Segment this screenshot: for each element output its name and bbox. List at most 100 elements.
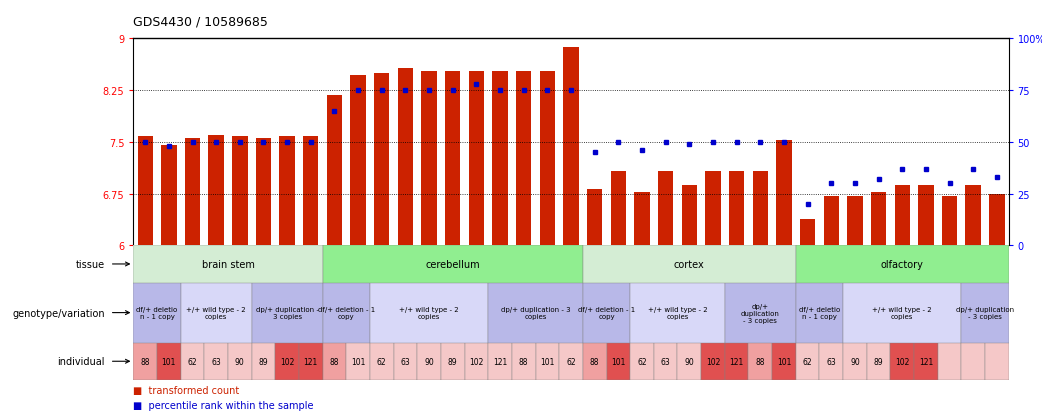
Text: 102: 102 — [705, 357, 720, 366]
Text: 101: 101 — [612, 357, 625, 366]
Bar — [303, 137, 319, 246]
Bar — [843, 343, 867, 380]
Bar — [469, 72, 485, 246]
Bar — [630, 343, 653, 380]
Text: cerebellum: cerebellum — [425, 259, 480, 269]
Text: 102: 102 — [469, 357, 483, 366]
Bar — [252, 283, 323, 343]
Text: dp/+ duplication
- 3 copies: dp/+ duplication - 3 copies — [956, 306, 1014, 319]
Bar — [370, 283, 489, 343]
Text: ■  percentile rank within the sample: ■ percentile rank within the sample — [133, 400, 314, 410]
Bar — [493, 72, 507, 246]
Bar — [823, 196, 839, 246]
Bar — [914, 343, 938, 380]
Text: tissue: tissue — [76, 259, 105, 269]
Text: 88: 88 — [755, 357, 765, 366]
Text: 121: 121 — [303, 357, 318, 366]
Text: 62: 62 — [377, 357, 387, 366]
Bar — [796, 283, 843, 343]
Bar — [275, 343, 299, 380]
Text: df/+ deletion - 1
copy: df/+ deletion - 1 copy — [578, 306, 636, 319]
Bar — [918, 185, 934, 246]
Text: 102: 102 — [895, 357, 910, 366]
Bar — [441, 343, 465, 380]
Bar — [962, 283, 1009, 343]
Bar — [681, 185, 697, 246]
Text: 62: 62 — [637, 357, 647, 366]
Bar — [232, 137, 248, 246]
Text: 102: 102 — [280, 357, 294, 366]
Bar — [512, 343, 536, 380]
Text: 62: 62 — [188, 357, 197, 366]
Text: 62: 62 — [802, 357, 813, 366]
Bar — [890, 343, 914, 380]
Bar — [938, 343, 962, 380]
Bar — [560, 343, 582, 380]
Bar — [800, 220, 815, 246]
Bar — [725, 343, 748, 380]
Bar — [346, 343, 370, 380]
Text: 63: 63 — [826, 357, 836, 366]
Text: df/+ deletio
n - 1 copy: df/+ deletio n - 1 copy — [137, 306, 177, 319]
Text: 101: 101 — [540, 357, 554, 366]
Text: ■  transformed count: ■ transformed count — [133, 385, 240, 395]
Text: 88: 88 — [519, 357, 528, 366]
Bar — [157, 343, 180, 380]
Bar — [133, 283, 180, 343]
Bar — [985, 343, 1009, 380]
Text: 121: 121 — [729, 357, 744, 366]
Bar — [701, 343, 725, 380]
Bar — [394, 343, 417, 380]
Bar — [536, 343, 560, 380]
Bar — [323, 246, 582, 283]
Bar — [582, 283, 630, 343]
Text: 63: 63 — [661, 357, 670, 366]
Bar — [729, 171, 744, 246]
Text: df/+ deletion - 1
copy: df/+ deletion - 1 copy — [318, 306, 375, 319]
Bar — [489, 343, 512, 380]
Bar — [752, 171, 768, 246]
Bar — [184, 139, 200, 246]
Bar — [894, 185, 910, 246]
Text: 101: 101 — [776, 357, 791, 366]
Text: +/+ wild type - 2
copies: +/+ wild type - 2 copies — [872, 306, 932, 319]
Bar — [465, 343, 489, 380]
Bar — [374, 74, 390, 246]
Bar — [180, 343, 204, 380]
Text: dp/+ duplication -
3 copies: dp/+ duplication - 3 copies — [255, 306, 319, 319]
Bar — [748, 343, 772, 380]
Text: 88: 88 — [590, 357, 599, 366]
Text: 121: 121 — [493, 357, 507, 366]
Text: 121: 121 — [919, 357, 933, 366]
Bar — [611, 171, 626, 246]
Bar — [327, 96, 342, 246]
Text: 89: 89 — [258, 357, 268, 366]
Bar — [942, 196, 958, 246]
Bar — [847, 196, 863, 246]
Bar — [582, 246, 796, 283]
Bar — [398, 69, 413, 246]
Text: cortex: cortex — [674, 259, 704, 269]
Bar — [989, 194, 1004, 246]
Bar — [255, 139, 271, 246]
Bar — [180, 283, 252, 343]
Text: df/+ deletio
n - 1 copy: df/+ deletio n - 1 copy — [799, 306, 840, 319]
Text: 88: 88 — [141, 357, 150, 366]
Text: 90: 90 — [685, 357, 694, 366]
Bar — [871, 192, 887, 246]
Text: 101: 101 — [162, 357, 176, 366]
Bar — [162, 146, 176, 246]
Bar — [417, 343, 441, 380]
Text: 90: 90 — [234, 357, 245, 366]
Text: 90: 90 — [850, 357, 860, 366]
Bar — [776, 141, 792, 246]
Text: 88: 88 — [329, 357, 340, 366]
Bar — [843, 283, 962, 343]
Text: 62: 62 — [566, 357, 576, 366]
Bar — [204, 343, 228, 380]
Bar — [772, 343, 796, 380]
Bar — [133, 343, 157, 380]
Bar — [966, 185, 981, 246]
Bar — [138, 137, 153, 246]
Text: olfactory: olfactory — [880, 259, 923, 269]
